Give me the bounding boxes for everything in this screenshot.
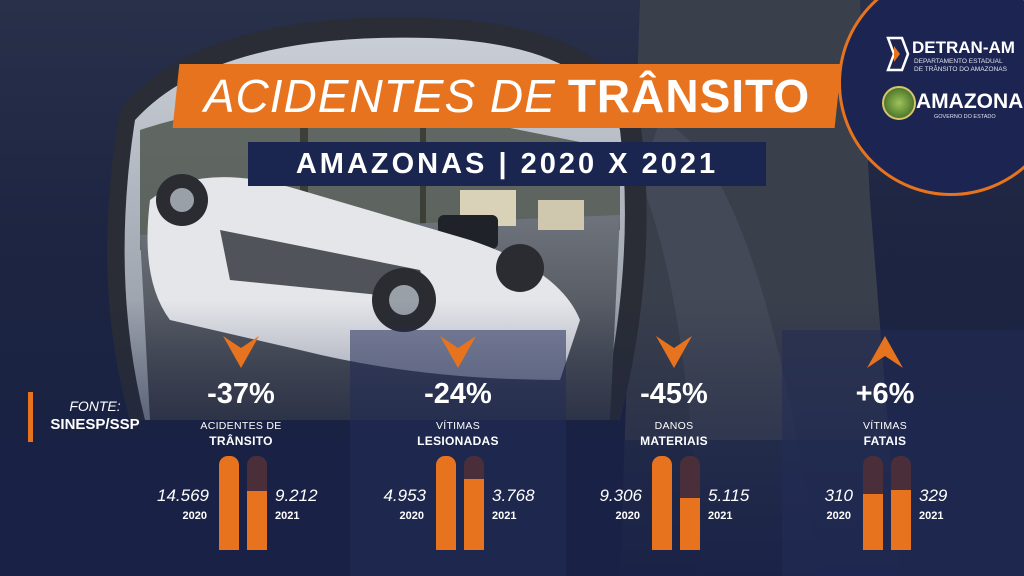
bar-fill-2021 (247, 490, 267, 550)
stat-bars (652, 456, 700, 550)
arrow-down-icon (440, 336, 476, 368)
value-2021: 9.212 (275, 486, 318, 505)
bar-2020 (652, 456, 672, 550)
detran-description: DE TRÂNSITO DO AMAZONAS (914, 66, 1007, 73)
subtitle-banner (248, 142, 766, 186)
year-2020: 2020 (615, 510, 640, 522)
stat-percent: -37% (207, 378, 275, 410)
value-2020: 9.306 (599, 486, 642, 505)
bar-2021 (680, 456, 700, 550)
stat-fatalities: +6% VÍTIMAS FATAIS 310 2020 329 2021 (777, 330, 993, 576)
detran-description: DEPARTAMENTO ESTADUAL (914, 58, 1003, 65)
value-2020: 4.953 (383, 486, 426, 505)
bar-fill-2020 (436, 456, 456, 550)
stat-label: VÍTIMAS (435, 420, 481, 432)
bar-fill-2020 (863, 493, 883, 550)
bar-2020 (219, 456, 239, 550)
stat-percent: +6% (855, 378, 915, 410)
stat-percent: -24% (424, 378, 492, 410)
bar-fill-2021 (891, 489, 911, 550)
bar-fill-2021 (680, 498, 700, 550)
bar-2021 (891, 456, 911, 550)
stat-label-bold: LESIONADAS (417, 434, 499, 448)
tow-truck (538, 200, 584, 230)
year-2020: 2020 (182, 510, 207, 522)
title-bold: TRÂNSITO (567, 70, 811, 122)
year-2021: 2021 (708, 510, 733, 522)
title-light: ACIDENTES DE (203, 70, 556, 122)
arrow-down-icon (223, 336, 259, 368)
detran-logo-icon (886, 36, 910, 72)
year-2021: 2021 (919, 510, 944, 522)
bar-2021 (464, 456, 484, 550)
government-name: AMAZONAS (916, 90, 1024, 113)
value-2021: 5.115 (708, 486, 750, 505)
page-title: ACIDENTES DE TRÂNSITO (176, 64, 838, 128)
source-box: FONTE: SINESP/SSP (28, 392, 148, 442)
stat-bars (219, 456, 267, 550)
bar-2021 (247, 456, 267, 550)
year-2020: 2020 (399, 510, 424, 522)
stat-percent: -45% (640, 378, 708, 410)
stat-material-damage: -45% DANOS MATERIAIS 9.306 2020 5.115 20… (566, 330, 782, 576)
bar-2020 (436, 456, 456, 550)
page-subtitle: AMAZONAS | 2020 X 2021 (295, 147, 719, 180)
stat-label: DANOS (654, 420, 694, 432)
value-2021: 329 (919, 486, 948, 505)
bar-fill-2020 (219, 456, 239, 550)
arrow-down-icon (656, 336, 692, 368)
stat-bars (863, 456, 911, 550)
stat-bars (436, 456, 484, 550)
source-value: SINESP/SSP (50, 416, 140, 433)
bar-fill-2021 (464, 478, 484, 550)
value-2020: 310 (824, 486, 853, 505)
arrow-up-icon (867, 336, 903, 368)
source-label: FONTE: (69, 398, 121, 414)
stat-label: ACIDENTES DE (200, 420, 282, 432)
stat-label-bold: TRÂNSITO (209, 434, 273, 448)
state-seal-icon (882, 86, 916, 120)
stat-label: VÍTIMAS (862, 420, 908, 432)
highlight-panel (350, 330, 566, 576)
detran-name: DETRAN-AM (912, 38, 1015, 57)
stat-accidents: -37% ACIDENTES DE TRÂNSITO 14.569 2020 9… (133, 330, 349, 576)
government-subtitle: GOVERNO DO ESTADO (934, 114, 996, 120)
source-accent-bar (28, 392, 33, 442)
year-2020: 2020 (826, 510, 851, 522)
stat-label-bold: FATAIS (863, 434, 907, 448)
bar-fill-2020 (652, 456, 672, 550)
value-2021: 3.768 (492, 486, 535, 505)
value-2020: 14.569 (157, 486, 209, 505)
bar-2020 (863, 456, 883, 550)
stat-injured: -24% VÍTIMAS LESIONADAS 4.953 2020 3.768… (350, 330, 566, 576)
year-2021: 2021 (275, 510, 300, 522)
stat-label-bold: MATERIAIS (640, 434, 708, 448)
year-2021: 2021 (492, 510, 517, 522)
